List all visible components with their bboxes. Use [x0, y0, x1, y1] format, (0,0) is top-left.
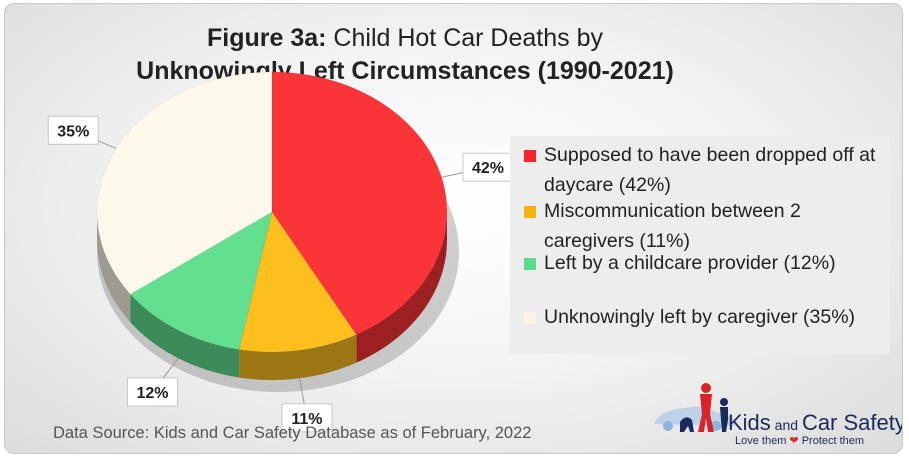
data-label-box — [462, 152, 514, 182]
title-prefix: Figure 3a: — [207, 24, 327, 52]
legend-swatch — [524, 312, 536, 324]
pie-chart: 42% 11% 12% 35% — [47, 71, 514, 433]
pie-slice-side — [130, 294, 240, 378]
kids-and-car-safety-logo: Kids and Car Safety Love them ❤ Protect … — [650, 376, 902, 448]
heart-icon: ❤ — [789, 435, 799, 447]
chart-title: Figure 3a: Child Hot Car Deaths by Unkno… — [5, 22, 805, 88]
data-source-note: Data Source: Kids and Car Safety Databas… — [53, 424, 532, 442]
data-label-box — [47, 115, 99, 145]
data-label: 35% — [57, 123, 89, 140]
logo-tagline-a: Love them — [735, 435, 790, 447]
pie-slice-side — [97, 212, 131, 323]
logo-kids: Kids — [728, 410, 771, 435]
data-label-box — [127, 377, 178, 407]
pie-slice — [129, 211, 273, 350]
logo-wordmark: Kids and Car Safety — [728, 410, 903, 436]
data-label: 42% — [472, 160, 504, 177]
logo-tagline: Love them ❤ Protect them — [735, 434, 864, 447]
legend-label: Supposed to have been dropped off at day… — [544, 144, 876, 196]
data-label-box — [281, 403, 333, 433]
pie-slice — [96, 71, 273, 295]
legend-label: Left by a childcare provider (12%) — [544, 252, 836, 274]
legend-swatch — [524, 150, 536, 162]
legend-label: Unknowingly left by caregiver (35%) — [544, 306, 856, 328]
logo-tagline-b: Protect them — [798, 435, 865, 447]
legend-label: Miscommunication between 2 caregivers (1… — [544, 200, 801, 252]
legend-item: Miscommunication between 2 caregivers (1… — [524, 196, 884, 256]
pie-slice-side — [239, 334, 357, 380]
legend-item: Supposed to have been dropped off at day… — [524, 140, 884, 200]
data-label: 11% — [291, 411, 322, 428]
logo-graphic-icon — [654, 383, 735, 432]
pie-top — [96, 71, 448, 353]
pie-slice — [238, 211, 357, 353]
data-label: 12% — [136, 385, 168, 402]
title-line1: Child Hot Car Deaths by — [326, 24, 603, 52]
logo-car-safety: Car Safety — [801, 410, 903, 435]
legend-item: Unknowingly left by caregiver (35%) — [524, 302, 884, 332]
pie-sides — [97, 212, 447, 380]
logo-and: and — [770, 417, 802, 433]
legend-item: Left by a childcare provider (12%) — [524, 248, 884, 278]
chart-frame: Figure 3a: Child Hot Car Deaths by Unkno… — [4, 3, 903, 454]
chart-legend: Supposed to have been dropped off at day… — [510, 136, 890, 354]
data-labels: 42% 11% 12% 35% — [47, 115, 514, 433]
legend-swatch — [524, 206, 536, 218]
legend-swatch — [524, 258, 536, 270]
pie-slice-side — [356, 212, 447, 363]
